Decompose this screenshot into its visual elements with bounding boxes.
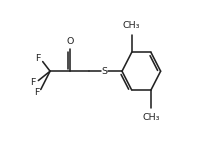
Text: S: S	[101, 67, 108, 76]
Text: F: F	[35, 54, 40, 63]
Text: O: O	[67, 37, 74, 46]
Text: F: F	[34, 88, 39, 97]
Text: CH₃: CH₃	[123, 21, 140, 30]
Text: CH₃: CH₃	[142, 113, 160, 122]
Text: F: F	[30, 78, 35, 87]
